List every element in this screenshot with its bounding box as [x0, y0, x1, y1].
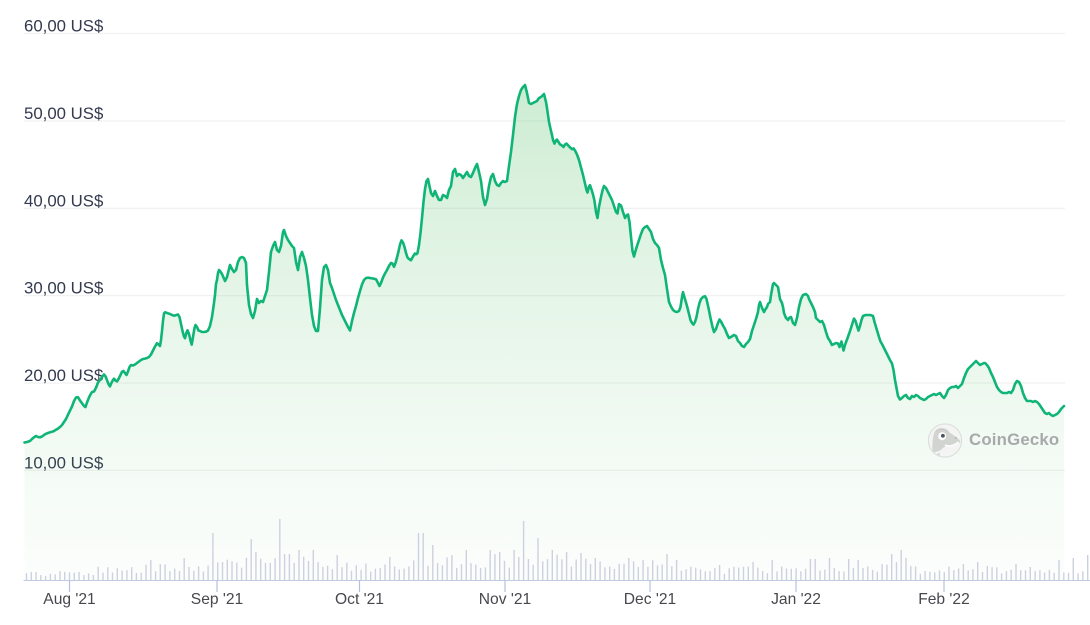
svg-text:Aug '21: Aug '21: [43, 591, 95, 608]
svg-text:50,00 US$: 50,00 US$: [24, 104, 104, 123]
svg-text:Feb '22: Feb '22: [918, 591, 970, 608]
svg-text:CoinGecko: CoinGecko: [969, 430, 1059, 449]
svg-text:Sep '21: Sep '21: [191, 591, 243, 608]
svg-text:Jan '22: Jan '22: [771, 591, 821, 608]
svg-text:60,00 US$: 60,00 US$: [24, 17, 104, 36]
svg-text:20,00 US$: 20,00 US$: [24, 366, 104, 385]
svg-text:Nov '21: Nov '21: [479, 591, 531, 608]
svg-text:Dec '21: Dec '21: [624, 591, 676, 608]
svg-text:30,00 US$: 30,00 US$: [24, 279, 104, 298]
svg-text:Oct '21: Oct '21: [335, 591, 384, 608]
svg-text:40,00 US$: 40,00 US$: [24, 191, 104, 210]
